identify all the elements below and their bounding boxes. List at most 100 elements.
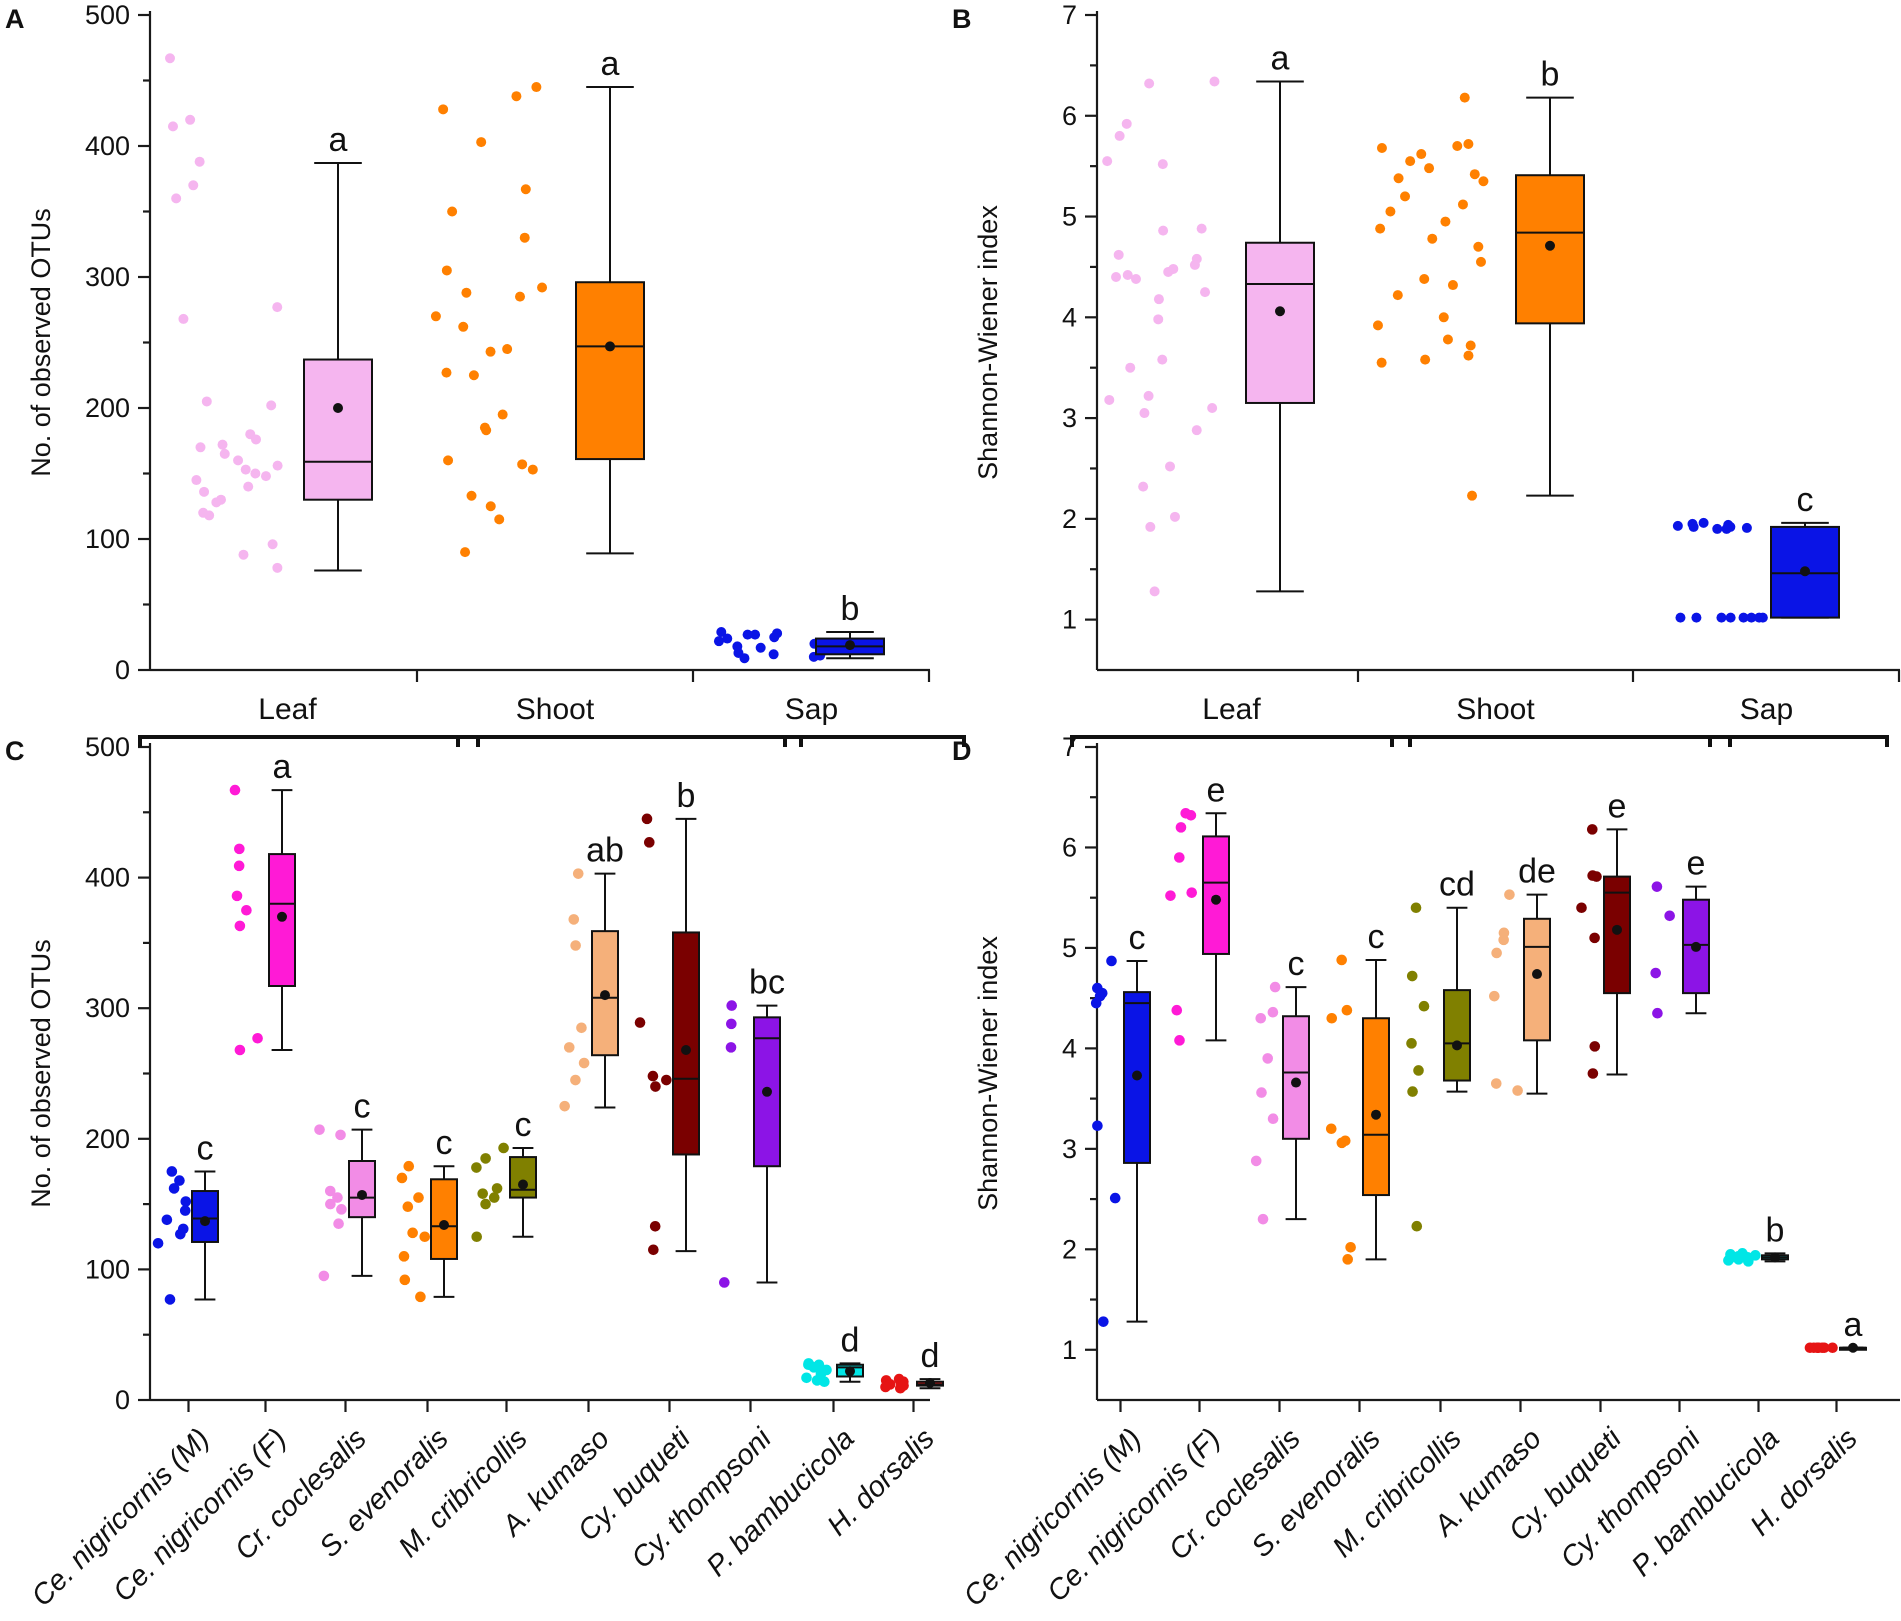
- data-point: [234, 920, 246, 932]
- data-point: [1440, 216, 1451, 227]
- data-point: [399, 1274, 411, 1286]
- data-point: [199, 486, 210, 497]
- data-point: [234, 843, 245, 855]
- significance-letter: a: [273, 748, 292, 786]
- data-point: [1463, 350, 1474, 361]
- box: [672, 931, 700, 1156]
- data-point: [649, 1221, 661, 1232]
- data-point: [1457, 199, 1468, 210]
- data-point: [1109, 1192, 1121, 1204]
- data-point: [725, 1042, 737, 1053]
- data-point: [1157, 354, 1168, 365]
- data-point: [494, 514, 505, 525]
- series-h-dorsalis: d: [880, 1337, 944, 1394]
- data-point: [1111, 272, 1122, 282]
- data-point: [1139, 408, 1150, 419]
- data-point: [240, 464, 251, 475]
- data-point: [559, 1100, 570, 1112]
- series-cy-buqueti: e: [1576, 787, 1631, 1079]
- data-point: [1325, 1123, 1337, 1135]
- data-point: [880, 1381, 891, 1393]
- box: [268, 853, 296, 987]
- significance-letter: c: [1797, 481, 1814, 519]
- box: [509, 1156, 537, 1199]
- data-point: [179, 1205, 191, 1216]
- data-point: [643, 837, 655, 848]
- data-point: [650, 1081, 661, 1092]
- y-tick-label: 4: [1062, 1033, 1077, 1063]
- significance-letter: d: [921, 1337, 940, 1375]
- mean-marker: [1532, 969, 1542, 980]
- data-point: [415, 1291, 426, 1303]
- group-bracket: [456, 735, 803, 747]
- data-point: [471, 1231, 483, 1243]
- data-point: [578, 1057, 590, 1069]
- mean-marker: [1848, 1342, 1858, 1353]
- significance-letter: b: [1541, 56, 1560, 94]
- series-cr-coclesalis: c: [314, 1088, 376, 1282]
- data-point: [661, 1074, 672, 1086]
- mean-marker: [925, 1378, 935, 1389]
- data-point: [726, 1000, 738, 1011]
- box: [191, 1190, 219, 1243]
- y-tick-label: 200: [85, 393, 130, 423]
- data-point: [333, 1218, 344, 1229]
- data-point: [647, 1070, 659, 1082]
- data-point: [531, 82, 542, 93]
- data-point: [739, 653, 750, 664]
- data-point: [165, 53, 175, 64]
- box: [430, 1178, 458, 1260]
- data-point: [520, 184, 531, 195]
- significance-letter: c: [1368, 918, 1385, 956]
- data-point: [251, 434, 262, 445]
- series-leaf: a: [165, 53, 373, 573]
- data-point: [1420, 354, 1431, 365]
- data-point: [1589, 932, 1600, 944]
- data-point: [471, 1162, 482, 1173]
- group-bracket: [138, 735, 480, 747]
- data-point: [1416, 149, 1427, 160]
- data-point: [1092, 1120, 1103, 1132]
- y-axis-title: Shannon-Wiener index: [973, 936, 1003, 1211]
- box: [1603, 875, 1631, 995]
- data-point: [1586, 824, 1598, 835]
- data-point: [768, 649, 779, 660]
- significance-letter: c: [1129, 919, 1146, 957]
- data-point: [407, 1227, 418, 1239]
- series-shoot: b: [1372, 56, 1585, 501]
- group-bracket: [1070, 735, 1412, 747]
- data-point: [1165, 461, 1176, 472]
- data-point: [1406, 970, 1418, 982]
- series-cy-thompsoni: bc: [719, 964, 785, 1288]
- data-point: [1186, 887, 1198, 898]
- series-s-evenoralis: c: [396, 1124, 458, 1303]
- data-point: [895, 1382, 906, 1394]
- data-point: [1207, 403, 1218, 413]
- data-point: [1688, 521, 1699, 532]
- series-p-bambucicola: d: [801, 1321, 864, 1388]
- data-point: [1427, 233, 1438, 244]
- mean-marker: [681, 1044, 691, 1055]
- data-point: [460, 547, 471, 558]
- y-tick-label: 7: [1062, 0, 1077, 30]
- data-point: [396, 1172, 408, 1184]
- data-point: [1342, 1254, 1354, 1265]
- data-point: [325, 1198, 336, 1210]
- data-point: [272, 302, 283, 313]
- data-point: [1153, 294, 1164, 305]
- data-point: [402, 1201, 414, 1213]
- data-point: [175, 1228, 186, 1240]
- data-point: [750, 629, 761, 640]
- data-point: [568, 914, 580, 925]
- data-point: [1372, 320, 1383, 331]
- series-ce-nigricornis-f: e: [1165, 771, 1230, 1046]
- y-tick-label: 6: [1062, 101, 1077, 131]
- data-point: [178, 313, 189, 324]
- data-point: [570, 1074, 581, 1086]
- data-point: [219, 448, 230, 459]
- data-point: [769, 632, 780, 643]
- data-point: [1664, 910, 1675, 922]
- series-shoot: a: [430, 45, 645, 558]
